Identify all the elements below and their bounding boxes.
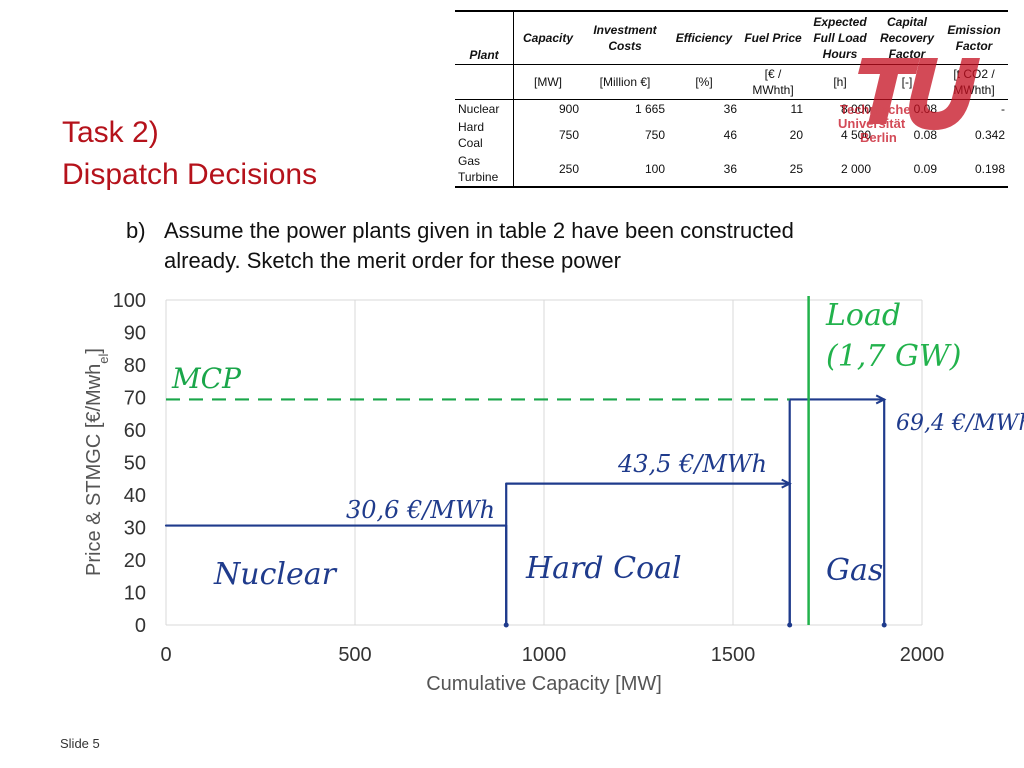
- cell: 25: [740, 152, 806, 188]
- cell: 1 665: [634, 102, 665, 116]
- merit-block-dot: [881, 622, 887, 628]
- header-capital-recovery: Capital Recovery Factor: [874, 10, 940, 65]
- y-tick-label: 10: [124, 583, 146, 605]
- header-investment: Investment Costs: [582, 10, 668, 65]
- y-tick-label: 80: [124, 355, 146, 377]
- task-marker: b): [126, 218, 146, 243]
- slide-title-line1: Task 2): [62, 116, 159, 149]
- unit-cell: [Million €]: [582, 64, 668, 100]
- arrow-head: [781, 478, 792, 489]
- header-fuel-price: Fuel Price: [740, 10, 806, 65]
- y-tick-label: 100: [113, 290, 146, 312]
- table-row: Hard Coal 750 750 46 20 4 500 0.08 0.342: [455, 118, 1008, 152]
- x-tick-labels: 0 500 1000 1500 2000: [160, 644, 944, 666]
- y-tick-labels: 0 10 20 30 40 50 60 70 80 90 100: [113, 290, 146, 637]
- table-header-row: Plant Capacity Investment Costs Efficien…: [455, 10, 1008, 65]
- logo-text-2: Universität: [838, 116, 906, 131]
- tu-berlin-logo: Technische Universität Berlin: [838, 58, 980, 145]
- unit-cell: [455, 64, 514, 100]
- cell: 4 500: [840, 128, 871, 142]
- header-emission: Emission Factor: [940, 10, 1008, 65]
- cell-plant: Nuclear: [455, 99, 514, 118]
- cell: 750: [558, 128, 579, 142]
- cell: 750: [644, 128, 665, 142]
- y-tick-label: 60: [124, 420, 146, 442]
- unit-cell: [h]: [806, 64, 874, 100]
- cell: 8 000: [840, 102, 871, 116]
- cell: 0.09: [874, 152, 940, 188]
- x-axis-label: Cumulative Capacity [MW]: [426, 673, 662, 695]
- unit-cell: [%]: [668, 64, 740, 100]
- cell: 0.198: [940, 152, 1008, 188]
- cell: 100: [582, 152, 668, 188]
- y-tick-label: 90: [124, 323, 146, 345]
- cell-plant: Hard Coal: [455, 118, 514, 152]
- cell: 0.342: [974, 128, 1005, 142]
- cell: 0.08: [913, 128, 937, 142]
- table-row: Gas Turbine 250 100 36 25 2 000 0.09 0.1…: [455, 152, 1008, 188]
- nuclear-name-label: Nuclear: [213, 557, 338, 592]
- cell: 36: [668, 152, 740, 188]
- task-text: Assume the power plants given in table 2…: [164, 218, 794, 273]
- cell: 20: [789, 128, 803, 142]
- slide-title-line2: Dispatch Decisions: [62, 158, 318, 191]
- header-full-load-hours: Expected Full Load Hours: [806, 10, 874, 65]
- cell-plant: Gas Turbine: [455, 152, 514, 188]
- power-plant-table: Plant Capacity Investment Costs Efficien…: [455, 10, 1008, 188]
- y-tick-label: 70: [124, 388, 146, 410]
- x-tick-label: 1500: [711, 644, 756, 666]
- x-tick-label: 0: [160, 644, 171, 666]
- coal-name-label: Hard Coal: [525, 551, 682, 586]
- cell: 250: [513, 152, 582, 188]
- y-tick-label: 0: [135, 615, 146, 637]
- arrow-head: [875, 394, 887, 405]
- nuclear-price-label: 30,6 €/MWh: [346, 496, 495, 524]
- gas-price-label: 69,4 €/MWh: [896, 411, 1024, 436]
- y-tick-label: 40: [124, 485, 146, 507]
- coal-price-label: 43,5 €/MWh: [617, 450, 767, 478]
- chart-grid: [165, 299, 923, 626]
- cell: -: [1001, 102, 1005, 116]
- x-tick-label: 1000: [522, 644, 567, 666]
- cell: 900: [558, 102, 579, 116]
- header-efficiency: Efficiency: [668, 10, 740, 65]
- mcp-label: MCP: [171, 362, 242, 395]
- unit-cell: [MW]: [513, 64, 582, 100]
- header-plant: Plant: [455, 10, 514, 65]
- cell: 46: [723, 128, 737, 142]
- y-tick-label: 50: [124, 453, 146, 475]
- logo-text-3: Berlin: [860, 130, 897, 145]
- y-axis-label-subscript: el: [96, 353, 111, 363]
- y-tick-label: 20: [124, 550, 146, 572]
- cell: 11: [790, 102, 803, 116]
- y-axis-label: Price & STMGC [€/Mwhel]: [83, 348, 111, 576]
- chart-annotations: MCP Load (1,7 GW) 30,6 €/MWh 43,5 €/MWh 69,4 …: [166, 296, 1024, 625]
- x-tick-label: 500: [338, 644, 371, 666]
- y-tick-label: 30: [124, 518, 146, 540]
- header-capacity: Capacity: [513, 10, 582, 65]
- unit-cell: [€ / MWhth]: [740, 64, 806, 100]
- load-label: Load: [825, 298, 901, 333]
- slide-number: Slide 5: [60, 736, 100, 751]
- cell: 36: [723, 102, 737, 116]
- gas-name-label: Gas: [826, 553, 883, 588]
- chart-marks: [164, 394, 887, 628]
- load-value: (1,7 GW): [826, 339, 961, 374]
- x-tick-label: 2000: [900, 644, 945, 666]
- logo-text-1: Technische: [840, 102, 911, 117]
- cell: 2 000: [806, 152, 874, 188]
